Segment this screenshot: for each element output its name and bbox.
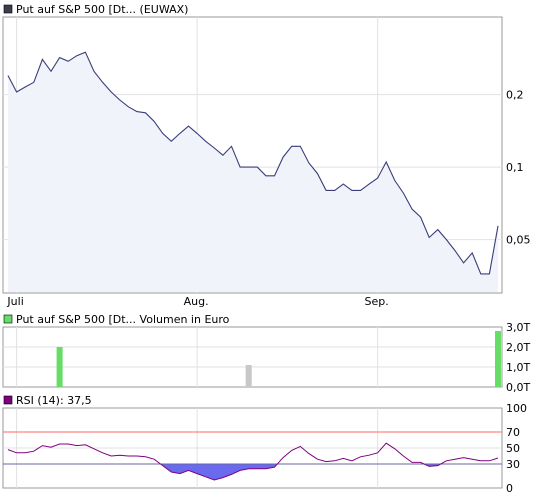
price-legend-label: Put auf S&P 500 [Dt... (EUWAX): [16, 3, 188, 16]
volume-y-axis: 3,0T 2,0T 1,0T 0,0T: [506, 321, 530, 394]
volume-gridlines: [3, 327, 502, 387]
price-plot-frame: [2, 16, 503, 294]
rsi-y-tick-label: 0: [506, 482, 513, 495]
volume-plot-frame: [2, 326, 503, 388]
price-y-tick-label: 0,1: [506, 161, 524, 174]
volume-bar: [56, 347, 63, 387]
rsi-y-tick-label: 50: [506, 442, 520, 455]
volume-bar: [245, 365, 252, 387]
price-x-tick-label: Sep.: [365, 295, 389, 308]
volume-y-tick-label: 2,0T: [506, 341, 530, 354]
price-series-line: [7, 51, 499, 275]
price-panel: Put auf S&P 500 [Dt... (EUWAX) 0,2 0,1 0…: [2, 3, 531, 308]
price-x-axis: Juli Aug. Sep.: [6, 295, 388, 308]
price-x-tick-label: Juli: [6, 295, 23, 308]
rsi-oversold-fill: [160, 464, 441, 480]
price-y-axis: 0,2 0,1 0,05: [506, 89, 531, 247]
rsi-gridlines: [3, 408, 502, 488]
price-area-fill: [8, 52, 498, 293]
price-y-tick-label: 0,05: [506, 234, 531, 247]
volume-y-tick-label: 1,0T: [506, 361, 530, 374]
rsi-y-tick-label: 100: [506, 402, 527, 415]
volume-panel: Put auf S&P 500 [Dt... Volumen in Euro 3…: [2, 313, 530, 394]
volume-bars: [56, 331, 501, 387]
rsi-panel: RSI (14): 37,5 100 70 50 30 0: [2, 394, 527, 495]
volume-legend-swatch: [3, 314, 13, 324]
price-y-tick-label: 0,2: [506, 89, 524, 102]
volume-legend-label: Put auf S&P 500 [Dt... Volumen in Euro: [16, 313, 230, 326]
volume-y-tick-label: 0,0T: [506, 381, 530, 394]
price-x-tick-label: Aug.: [184, 295, 209, 308]
rsi-y-tick-label: 30: [506, 458, 520, 471]
rsi-y-tick-label: 70: [506, 426, 520, 439]
volume-y-tick-label: 3,0T: [506, 321, 530, 334]
price-legend-swatch: [3, 4, 13, 14]
rsi-legend-label: RSI (14): 37,5: [16, 394, 92, 407]
rsi-series-line: [7, 442, 499, 481]
rsi-y-axis: 100 70 50 30 0: [506, 402, 527, 495]
volume-bar: [495, 331, 501, 387]
rsi-legend-swatch: [3, 395, 13, 405]
